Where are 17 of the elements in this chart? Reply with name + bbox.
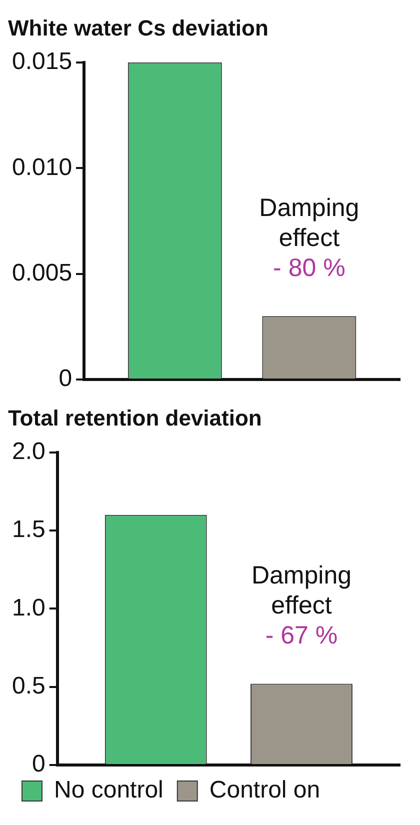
y-tick-label: 0.015	[12, 48, 72, 76]
y-tick-label: 1.5	[12, 516, 46, 544]
y-tick-label: 1.0	[12, 594, 46, 622]
annotation: Damping effect	[259, 194, 360, 252]
chart-title: White water Cs deviation	[8, 15, 268, 40]
y-tick-label: 2.0	[12, 438, 46, 466]
y-tick-label: 0	[58, 365, 72, 392]
legend-label: Control on	[209, 776, 320, 804]
y-tick-label: 0.010	[12, 154, 72, 181]
annotation: - 80 %	[273, 254, 346, 282]
legend-label: No control	[54, 776, 164, 804]
y-tick-label: 0.5	[12, 672, 46, 700]
annotation: - 67 %	[265, 622, 338, 650]
annotation: Damping effect	[251, 562, 352, 620]
y-tick-label: 0	[32, 750, 46, 778]
y-tick-label: 0.005	[12, 259, 72, 286]
chart-title: Total retention deviation	[8, 405, 262, 430]
